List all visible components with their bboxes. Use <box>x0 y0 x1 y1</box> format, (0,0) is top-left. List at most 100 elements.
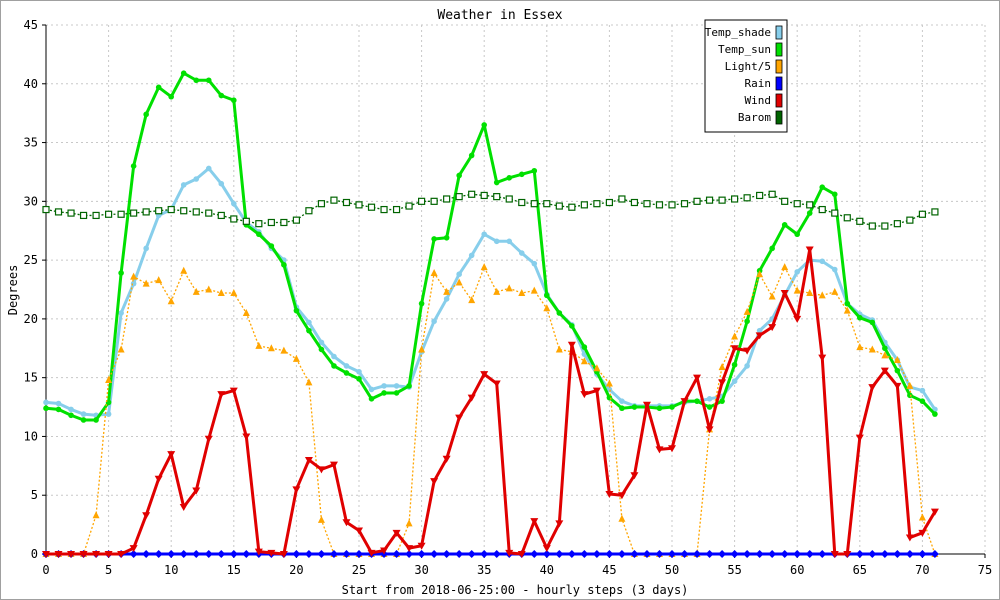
legend-label-barom: Barom <box>738 111 771 124</box>
data-point-wind <box>467 394 476 402</box>
data-point-barom <box>868 222 876 230</box>
data-point-temp-sun <box>694 398 700 404</box>
data-point-light-5 <box>205 285 213 293</box>
x-tick-label: 0 <box>42 563 49 577</box>
data-point-temp-sun <box>143 111 149 118</box>
y-tick-label: 20 <box>24 312 38 326</box>
data-point-wind <box>542 545 551 553</box>
data-point-light-5 <box>480 263 488 271</box>
data-point-rain <box>480 550 489 558</box>
data-point-barom <box>730 195 739 203</box>
data-point-wind <box>154 475 163 483</box>
data-point-wind <box>855 434 864 442</box>
data-point-light-5 <box>881 351 889 359</box>
data-point-temp-sun <box>268 243 275 249</box>
data-point-rain <box>805 550 814 558</box>
legend-swatch-light-5 <box>775 59 783 74</box>
data-point-temp-sun <box>794 231 800 238</box>
data-point-temp-sun <box>769 245 775 252</box>
data-point-wind <box>192 487 201 495</box>
data-point-barom <box>831 209 839 217</box>
data-point-light-5 <box>806 289 814 297</box>
data-point-rain <box>730 550 739 558</box>
data-point-barom <box>255 220 263 228</box>
data-point-light-5 <box>518 289 526 297</box>
data-point-temp-shade <box>619 398 625 404</box>
data-point-wind <box>655 446 664 454</box>
data-point-light-5 <box>130 272 138 280</box>
data-point-rain <box>355 550 363 558</box>
data-point-barom <box>155 207 163 215</box>
data-point-rain <box>655 550 664 558</box>
data-point-temp-sun <box>869 319 876 326</box>
data-point-light-5 <box>580 357 588 365</box>
data-point-rain <box>467 550 476 558</box>
data-point-barom <box>668 201 676 209</box>
data-point-rain <box>855 550 864 558</box>
data-point-temp-sun <box>356 376 362 382</box>
data-point-wind <box>242 433 251 441</box>
data-point-temp-shade <box>606 386 613 393</box>
data-point-temp-shade <box>68 406 74 413</box>
data-point-wind <box>392 529 401 537</box>
data-point-temp-shade <box>193 176 200 182</box>
data-point-temp-sun <box>544 292 550 299</box>
y-tick-label: 25 <box>24 253 38 267</box>
data-point-rain <box>617 550 626 558</box>
data-point-light-5 <box>543 304 551 312</box>
data-point-barom <box>781 197 789 205</box>
series-layer <box>42 70 939 558</box>
data-point-wind <box>780 290 789 298</box>
data-point-barom <box>142 208 150 216</box>
data-point-barom <box>292 216 300 224</box>
data-point-barom <box>380 205 388 214</box>
data-point-temp-sun <box>556 310 563 316</box>
data-point-rain <box>192 550 201 558</box>
data-point-rain <box>642 550 651 558</box>
legend-swatch-temp-shade <box>775 25 783 40</box>
data-point-wind <box>617 492 626 500</box>
data-point-wind <box>605 491 614 499</box>
data-point-temp-sun <box>857 314 863 321</box>
data-point-barom <box>693 197 701 205</box>
data-point-wind <box>793 315 802 323</box>
data-point-wind <box>430 478 439 486</box>
data-point-wind <box>918 529 927 537</box>
data-point-wind <box>580 391 589 399</box>
data-point-wind <box>668 445 676 453</box>
data-point-barom <box>205 209 213 217</box>
data-point-barom <box>618 195 626 203</box>
data-point-rain <box>768 550 777 558</box>
data-point-temp-sun <box>819 184 826 191</box>
data-point-barom <box>843 214 851 222</box>
data-point-temp-shade <box>393 383 400 389</box>
data-point-wind <box>642 401 651 409</box>
data-point-rain <box>567 550 576 558</box>
data-point-barom <box>230 215 238 223</box>
data-point-rain <box>292 550 301 558</box>
data-point-wind <box>517 551 526 558</box>
data-point-rain <box>918 550 927 558</box>
legend-swatch-wind <box>775 93 783 108</box>
data-point-temp-shade <box>481 231 488 238</box>
data-point-temp-sun <box>168 93 174 100</box>
x-tick-label: 5 <box>105 563 112 577</box>
data-point-light-5 <box>718 363 726 371</box>
data-point-temp-sun <box>669 404 675 410</box>
data-point-wind <box>342 519 351 527</box>
data-point-rain <box>329 550 338 558</box>
x-tick-label: 65 <box>853 563 867 577</box>
y-tick-label: 40 <box>24 77 38 91</box>
data-point-temp-sun <box>569 323 575 329</box>
data-point-rain <box>718 550 727 558</box>
data-point-barom <box>192 208 200 216</box>
data-point-wind <box>830 551 839 558</box>
data-point-barom <box>342 198 351 207</box>
x-tick-label: 50 <box>665 563 679 577</box>
data-point-rain <box>630 550 639 558</box>
data-point-light-5 <box>593 364 601 372</box>
data-point-light-5 <box>217 289 225 297</box>
data-point-wind <box>705 426 714 434</box>
data-point-barom <box>455 193 463 201</box>
data-point-wind <box>743 347 752 355</box>
